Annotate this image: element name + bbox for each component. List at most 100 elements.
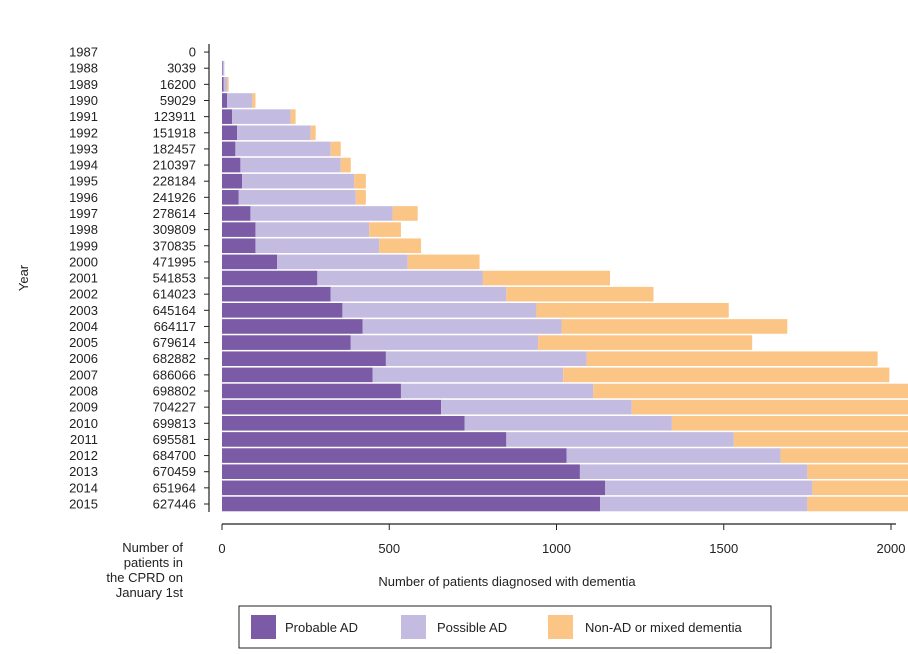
bar-2013-series-2 bbox=[807, 464, 908, 480]
bar-2000-series-2 bbox=[407, 254, 480, 270]
patients-count-label: 59029 bbox=[160, 93, 196, 108]
patients-count-label: 664117 bbox=[154, 319, 196, 334]
legend-box bbox=[238, 605, 772, 649]
bar-2007-series-1 bbox=[372, 367, 564, 383]
bar-2009-series-1 bbox=[441, 399, 632, 415]
bar-1992-series-2 bbox=[310, 125, 316, 141]
bar-1999-series-2 bbox=[379, 238, 422, 254]
patients-count-label: 704227 bbox=[153, 400, 196, 415]
y-tick-marks bbox=[204, 51, 209, 505]
bar-1996-series-2 bbox=[355, 190, 366, 205]
bar-1991-series-2 bbox=[290, 109, 296, 124]
bar-2002-series-2 bbox=[506, 286, 654, 302]
year-label: 2013 bbox=[69, 464, 98, 479]
year-label: 1989 bbox=[69, 77, 98, 92]
bar-2004-series-2 bbox=[561, 319, 788, 334]
bar-2002-series-0 bbox=[222, 286, 331, 302]
patients-count-label: 670459 bbox=[153, 464, 196, 479]
bar-2010-series-2 bbox=[671, 415, 908, 431]
patients-header-line-2: patients in bbox=[124, 555, 183, 570]
bar-2004-series-1 bbox=[362, 319, 562, 334]
year-label: 1997 bbox=[69, 206, 98, 221]
legend-label-probable-ad: Probable AD bbox=[285, 620, 358, 635]
bar-1994-series-1 bbox=[240, 157, 341, 173]
year-label: 1998 bbox=[69, 222, 98, 237]
bar-1991-series-1 bbox=[232, 109, 291, 124]
bar-2006-series-1 bbox=[385, 351, 587, 367]
bar-2012-series-1 bbox=[566, 448, 781, 463]
year-label: 2012 bbox=[69, 448, 98, 463]
bar-2005-series-0 bbox=[222, 335, 351, 350]
patients-count-label: 627446 bbox=[153, 496, 196, 511]
bar-2014-series-1 bbox=[605, 480, 813, 496]
bar-2003-series-1 bbox=[342, 303, 537, 318]
year-label: 1994 bbox=[69, 158, 98, 173]
bars-layer bbox=[222, 60, 908, 512]
patients-count-label: 614023 bbox=[153, 287, 196, 302]
bar-2001-series-0 bbox=[222, 270, 318, 286]
bar-2014-series-0 bbox=[222, 480, 605, 496]
bar-1995-series-0 bbox=[222, 173, 243, 189]
bar-2008-series-2 bbox=[593, 383, 908, 399]
bar-2011-series-2 bbox=[733, 432, 908, 447]
patients-count-label: 695581 bbox=[153, 432, 196, 447]
year-label: 1987 bbox=[69, 45, 98, 60]
patients-count-label: 679614 bbox=[153, 335, 196, 350]
bar-1998-series-1 bbox=[255, 222, 370, 237]
x-tick-label: 0 bbox=[218, 541, 225, 556]
bar-2000-series-0 bbox=[222, 254, 278, 270]
year-label: 1988 bbox=[69, 61, 98, 76]
bar-1988-series-0 bbox=[222, 60, 223, 76]
bar-2014-series-2 bbox=[812, 480, 908, 496]
legend-label-non-ad: Non-AD or mixed dementia bbox=[585, 620, 743, 635]
patients-count-label: 309809 bbox=[153, 222, 196, 237]
bar-1997-series-1 bbox=[250, 206, 393, 221]
patients-count-label: 241926 bbox=[153, 190, 196, 205]
bar-2003-series-0 bbox=[222, 303, 343, 318]
bar-2003-series-2 bbox=[536, 303, 729, 318]
patients-count-labels: 0303916200590291239111519181824572103972… bbox=[153, 45, 196, 512]
patients-count-label: 182457 bbox=[153, 141, 196, 156]
bar-2012-series-0 bbox=[222, 448, 567, 463]
bar-1990-series-2 bbox=[252, 93, 256, 108]
bar-2013-series-1 bbox=[579, 464, 808, 480]
bar-1996-series-0 bbox=[222, 190, 239, 205]
patients-header-line-3: the CPRD on bbox=[106, 570, 183, 585]
bar-2004-series-0 bbox=[222, 319, 363, 334]
legend-swatch-non-ad bbox=[548, 615, 573, 639]
patients-count-label: 699813 bbox=[153, 416, 196, 431]
bar-1997-series-0 bbox=[222, 206, 251, 221]
bar-1998-series-2 bbox=[369, 222, 401, 237]
patients-count-label: 651964 bbox=[153, 480, 196, 495]
year-label: 2003 bbox=[69, 303, 98, 318]
year-label: 1995 bbox=[69, 174, 98, 189]
bar-2007-series-0 bbox=[222, 367, 373, 383]
year-label: 2000 bbox=[69, 254, 98, 269]
bar-2015-series-0 bbox=[222, 496, 600, 512]
bar-2012-series-2 bbox=[780, 448, 908, 463]
bar-1995-series-2 bbox=[354, 173, 366, 189]
bar-2005-series-2 bbox=[538, 335, 753, 350]
patients-count-label: 278614 bbox=[153, 206, 196, 221]
legend-swatch-possible-ad bbox=[401, 615, 426, 639]
year-label: 2015 bbox=[69, 496, 98, 511]
year-label: 2001 bbox=[69, 271, 98, 286]
year-label: 2006 bbox=[69, 351, 98, 366]
patients-count-label: 228184 bbox=[153, 174, 196, 189]
bar-2010-series-1 bbox=[464, 415, 672, 431]
bar-2010-series-0 bbox=[222, 415, 465, 431]
year-label: 1991 bbox=[69, 109, 98, 124]
year-label: 2010 bbox=[69, 416, 98, 431]
x-tick-label: 1500 bbox=[709, 541, 738, 556]
bar-1996-series-1 bbox=[238, 190, 356, 205]
bar-1989-series-0 bbox=[222, 77, 224, 92]
bar-2009-series-0 bbox=[222, 399, 442, 415]
year-label: 1992 bbox=[69, 125, 98, 140]
bar-1994-series-0 bbox=[222, 157, 241, 173]
x-axis-label: Number of patients diagnosed with dement… bbox=[378, 574, 636, 589]
bar-1990-series-0 bbox=[222, 93, 228, 108]
year-label: 2014 bbox=[69, 480, 98, 495]
bar-1993-series-1 bbox=[235, 141, 331, 157]
bar-2011-series-1 bbox=[506, 432, 734, 447]
